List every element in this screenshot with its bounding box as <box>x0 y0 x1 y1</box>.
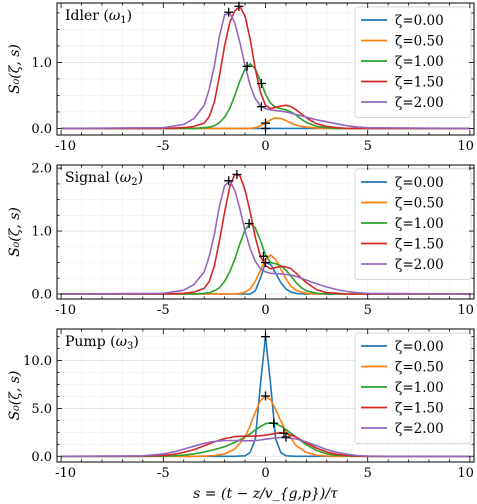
panel-2-text: -10 -5 0 5 10 0.0 1.0 2.0 S₀(ζ, s) Signal (ω2) <box>7 162 474 318</box>
legend-label: ζ=2.00 <box>395 257 444 273</box>
legend-label: ζ=1.50 <box>395 237 444 253</box>
panel-title-title-sym: ω <box>120 170 132 186</box>
legend-label: ζ=1.00 <box>395 216 444 232</box>
series-line-zeta-2.00 <box>61 179 470 295</box>
x-tick-label: 10 <box>457 466 474 481</box>
series-line-zeta-1.50 <box>61 5 470 130</box>
x-tick-label: -5 <box>157 303 170 318</box>
series-line-zeta-0.50 <box>61 117 470 130</box>
panel-2-legend: ζ=0.00 ζ=0.50 ζ=1.00 ζ=1.50 ζ=2.00 <box>354 168 472 280</box>
peak-marker <box>258 251 268 261</box>
text-layer: -10 -5 0 5 100.01.0S₀(ζ, s)Idler (ω1)-10 -5 0 5… <box>7 8 474 502</box>
peak-marker <box>261 391 270 401</box>
legend-label: ζ=0.50 <box>395 360 444 376</box>
peak-marker <box>261 118 270 128</box>
panel-title-title-sym: ω <box>116 334 128 350</box>
peak-marker <box>256 102 266 112</box>
peak-marker <box>281 432 291 442</box>
y-axis-label: S₀(ζ, s) <box>7 371 23 421</box>
panel-3-axes <box>56 328 475 463</box>
legend-label: ζ=1.00 <box>395 380 444 396</box>
panel-3-legend: ζ=0.00 ζ=0.50 ζ=1.00 ζ=1.50 ζ=2.00 <box>354 332 472 444</box>
peak-marker <box>232 169 242 179</box>
legend-label: ζ=1.50 <box>395 75 444 91</box>
series-line-zeta-2.00 <box>61 436 470 458</box>
x-tick-label: -10 <box>55 466 76 481</box>
panel-title-title-sub: 3 <box>127 341 133 352</box>
series-line-zeta-1.00 <box>61 62 470 130</box>
panel-1-text: -10 -5 0 5 10 0.0 1.0 S₀(ζ, s) Idler (ω1) <box>7 8 474 154</box>
panel-1-series <box>61 5 470 130</box>
x-tick-label: 10 <box>457 303 474 318</box>
panel-3-markers <box>261 332 291 442</box>
series-line-zeta-1.50 <box>61 432 470 458</box>
peak-marker <box>224 7 234 17</box>
legend-label: ζ=0.00 <box>395 13 444 29</box>
legend-label: ζ=0.00 <box>395 339 444 355</box>
y-tick-label: 0.0 <box>31 287 52 302</box>
x-tick-label: 0 <box>261 303 269 318</box>
peak-marker <box>279 428 289 438</box>
x-tick-label: 5 <box>364 139 372 154</box>
series-line-zeta-1.00 <box>61 222 470 295</box>
panel-title-title-sub: 1 <box>120 15 126 26</box>
panel-title-title-main: Idler <box>65 8 99 24</box>
panel-title: Pump (ω3) <box>65 334 139 352</box>
legend-box <box>354 168 472 280</box>
x-tick-label: 10 <box>457 139 474 154</box>
panel-title-title-sub: 2 <box>131 177 137 188</box>
peak-marker <box>224 176 234 186</box>
panel-3-text: -10 -5 0 5 10 0.0 5.0 10.0S₀(ζ, s) Pump (ω3) <box>7 334 474 481</box>
y-tick-label: 2.0 <box>31 162 52 177</box>
legend-box <box>354 332 472 444</box>
panel-2-axes <box>56 164 475 300</box>
legend-label: ζ=2.00 <box>395 421 444 437</box>
axes-layer <box>56 2 475 463</box>
y-tick-label: 1.0 <box>31 225 52 240</box>
peak-marker <box>261 258 270 268</box>
panel-title-title-main: Pump <box>65 334 106 350</box>
legend-label: ζ=0.50 <box>395 196 444 212</box>
y-tick-label: 5.0 <box>31 402 52 417</box>
panel-title: Signal (ω2) <box>65 170 143 188</box>
x-tick-label: 0 <box>261 139 269 154</box>
legend-label: ζ=1.00 <box>395 54 444 70</box>
legend-label: ζ=1.50 <box>395 401 444 417</box>
x-tick-label: -10 <box>55 303 76 318</box>
panel-2-markers <box>224 169 270 268</box>
x-tick-label: 0 <box>261 466 269 481</box>
x-tick-label: 5 <box>364 466 372 481</box>
x-axis-label: s = (t − z/v_{g,p})/τ <box>193 486 338 502</box>
panel-title-title-sym: ω <box>109 8 121 24</box>
series-line-zeta-1.00 <box>61 422 470 458</box>
y-tick-label: 0.0 <box>31 122 52 137</box>
y-tick-label: 1.0 <box>31 56 52 71</box>
x-tick-label: -5 <box>157 466 170 481</box>
panel-title: Idler (ω1) <box>65 8 132 26</box>
series-line-zeta-1.50 <box>61 173 470 295</box>
y-axis-label: S₀(ζ, s) <box>7 44 23 94</box>
panel-title-title-main: Signal <box>65 170 110 186</box>
legend-label: ζ=2.00 <box>395 95 444 111</box>
x-tick-label: -10 <box>55 139 76 154</box>
panel-1-axes <box>56 2 475 136</box>
y-tick-label: 10.0 <box>23 354 52 369</box>
peak-marker <box>256 79 266 89</box>
peak-marker <box>269 418 279 428</box>
panel-2-series <box>61 173 470 295</box>
legend-layer: ζ=0.00ζ=0.50ζ=1.00ζ=1.50ζ=2.00ζ=0.00ζ=0.… <box>354 6 472 444</box>
x-tick-label: -5 <box>157 139 170 154</box>
peak-marker <box>244 219 254 229</box>
legend-label: ζ=0.50 <box>395 34 444 50</box>
peak-marker <box>242 61 252 71</box>
legend-label: ζ=0.00 <box>395 175 444 191</box>
y-tick-label: 0.0 <box>31 450 52 465</box>
x-tick-label: 5 <box>364 303 372 318</box>
y-axis-label: S₀(ζ, s) <box>7 207 23 257</box>
series-line-zeta-2.00 <box>61 12 470 130</box>
marker-layer <box>224 1 291 442</box>
panel-1-legend: ζ=0.00 ζ=0.50 ζ=1.00 ζ=1.50 ζ=2.00 <box>354 6 472 118</box>
